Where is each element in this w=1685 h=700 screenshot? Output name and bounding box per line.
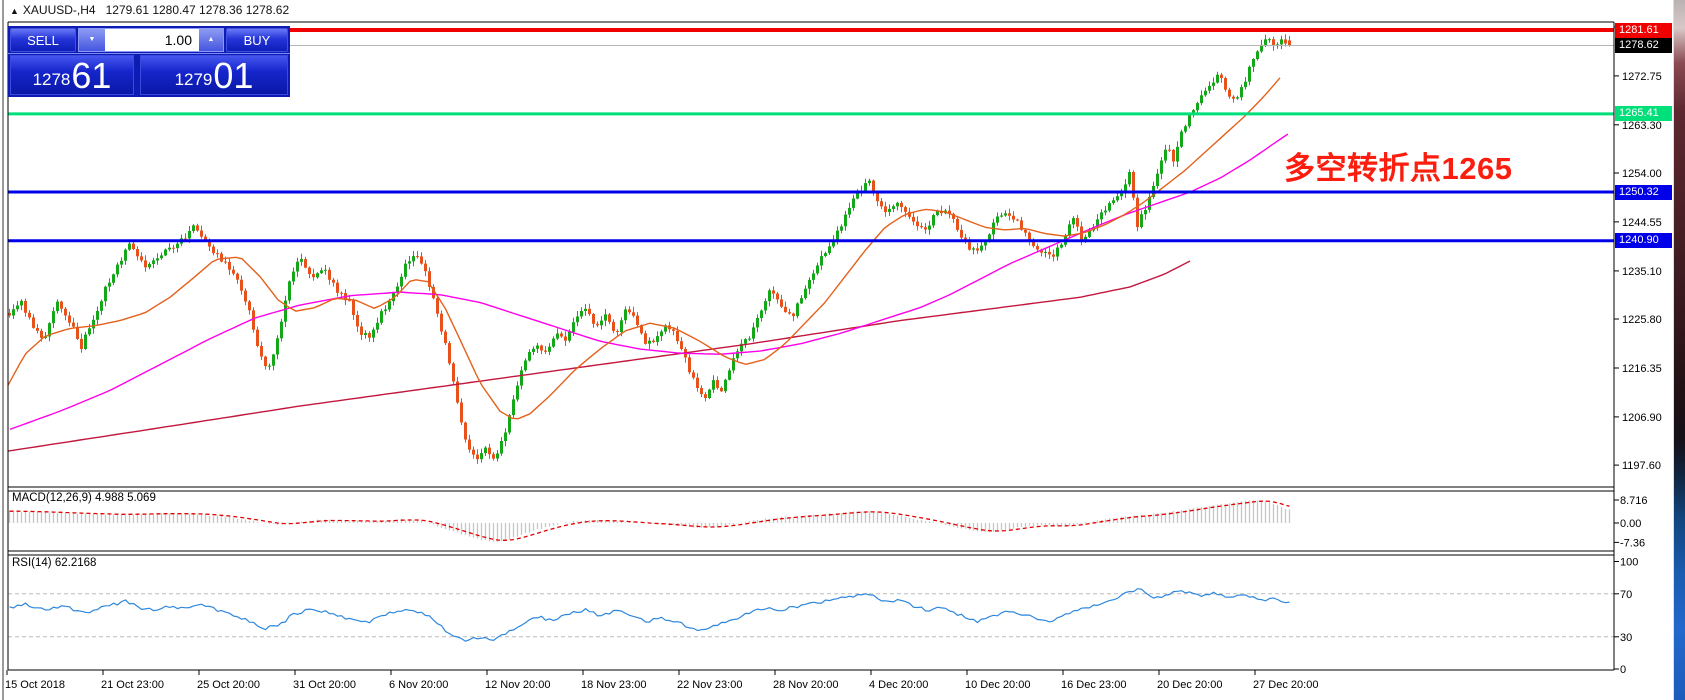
price-badge-1250.32: 1250.32 — [1615, 184, 1672, 200]
date-label: 15 Oct 2018 — [5, 679, 65, 691]
price-badge-1278.62: 1278.62 — [1615, 38, 1672, 53]
date-label: 4 Dec 20:00 — [869, 679, 928, 691]
panel-borders — [7, 21, 1615, 671]
price-tick-label: 1216.35 — [1622, 363, 1662, 375]
sell-price-main: 1278 — [32, 70, 71, 89]
price-tick-label: 1244.55 — [1622, 217, 1662, 229]
volume-decrease-icon[interactable]: ▼ — [79, 29, 105, 51]
date-label: 10 Dec 20:00 — [965, 679, 1030, 691]
buy-button[interactable]: BUY — [226, 28, 288, 52]
date-label: 12 Nov 20:00 — [485, 679, 550, 691]
price-tick-label: 1263.30 — [1622, 120, 1662, 132]
sell-price-button[interactable]: 1278 61 — [10, 55, 134, 95]
macd-scale-label: -7.36 — [1620, 537, 1645, 549]
volume-increase-icon[interactable]: ▲ — [199, 29, 223, 51]
price-tick-label: 1235.10 — [1622, 266, 1662, 278]
window-left-edge — [2, 0, 4, 700]
chart-title: ▲ XAUUSD-,H4 1279.61 1280.47 1278.36 1278.… — [10, 3, 289, 17]
date-label: 27 Dec 20:00 — [1253, 679, 1318, 691]
rsi-scale-label: 0 — [1620, 664, 1626, 676]
background-window-edge — [1673, 0, 1685, 700]
volume-input[interactable]: 1.00 — [164, 32, 192, 48]
rsi-scale-label: 30 — [1620, 632, 1632, 644]
volume-spinner[interactable]: ▼ 1.00 ▲ — [78, 28, 224, 52]
price-tick-label: 1254.00 — [1622, 168, 1662, 180]
symbol-timeframe: XAUUSD-,H4 — [22, 3, 96, 17]
rsi-line — [9, 588, 1290, 642]
date-label: 25 Oct 20:00 — [197, 679, 260, 691]
date-label: 28 Nov 20:00 — [773, 679, 838, 691]
moving-averages — [7, 77, 1289, 452]
price-badge-1281.61: 1281.61 — [1615, 22, 1672, 38]
macd-indicator — [8, 500, 1291, 543]
buy-price-main: 1279 — [174, 70, 213, 89]
price-tick-label: 1225.80 — [1622, 314, 1662, 326]
ma-mid-line — [9, 133, 1289, 430]
macd-scale-label: 0.00 — [1620, 518, 1641, 530]
one-click-trading-panel: SELL ▼ 1.00 ▲ BUY 1278 61 1279 01 — [8, 26, 290, 97]
date-label: 21 Oct 23:00 — [101, 679, 164, 691]
ma-fast-line — [7, 77, 1281, 420]
macd-label: MACD(12,26,9) 4.988 5.069 — [12, 492, 156, 504]
sell-price-pips: 61 — [71, 55, 112, 97]
buy-price-pips: 01 — [213, 55, 254, 97]
price-tick-label: 1272.75 — [1622, 71, 1662, 83]
date-label: 16 Dec 23:00 — [1061, 679, 1126, 691]
date-label: 18 Nov 23:00 — [581, 679, 646, 691]
date-label: 20 Dec 20:00 — [1157, 679, 1222, 691]
price-badge-1265.41: 1265.41 — [1615, 106, 1672, 122]
price-tick-label: 1206.90 — [1622, 412, 1662, 424]
rsi-current-value: 62.2168 — [54, 557, 97, 569]
axes-labels: 1282.201272.751263.301254.001244.551235.… — [5, 22, 1662, 691]
rsi-scale-label: 70 — [1620, 589, 1632, 601]
buy-price-button[interactable]: 1279 01 — [140, 55, 288, 95]
candles-series — [8, 34, 1291, 464]
macd-scale-label: 8.716 — [1620, 495, 1648, 507]
rsi-label: RSI(14) 62.2168 — [12, 557, 97, 569]
ma-slow-line — [7, 260, 1191, 452]
sell-button[interactable]: SELL — [10, 28, 76, 52]
date-label: 6 Nov 20:00 — [389, 679, 448, 691]
rsi-indicator — [8, 588, 1614, 642]
price-tick-label: 1197.60 — [1622, 460, 1661, 472]
rsi-scale-label: 100 — [1620, 557, 1638, 569]
price-badge-1240.90: 1240.90 — [1615, 233, 1672, 249]
panel-divider — [8, 53, 290, 54]
macd-current-values: 4.988 5.069 — [95, 492, 156, 504]
macd-signal-line — [9, 500, 1290, 541]
date-label: 31 Oct 20:00 — [293, 679, 356, 691]
chart-text-annotation: 多空转折点1265 — [1284, 151, 1513, 186]
collapse-arrow-icon: ▲ — [10, 6, 19, 16]
ohlc-readout: 1279.61 1280.47 1278.36 1278.62 — [105, 3, 290, 17]
date-label: 22 Nov 23:00 — [677, 679, 742, 691]
